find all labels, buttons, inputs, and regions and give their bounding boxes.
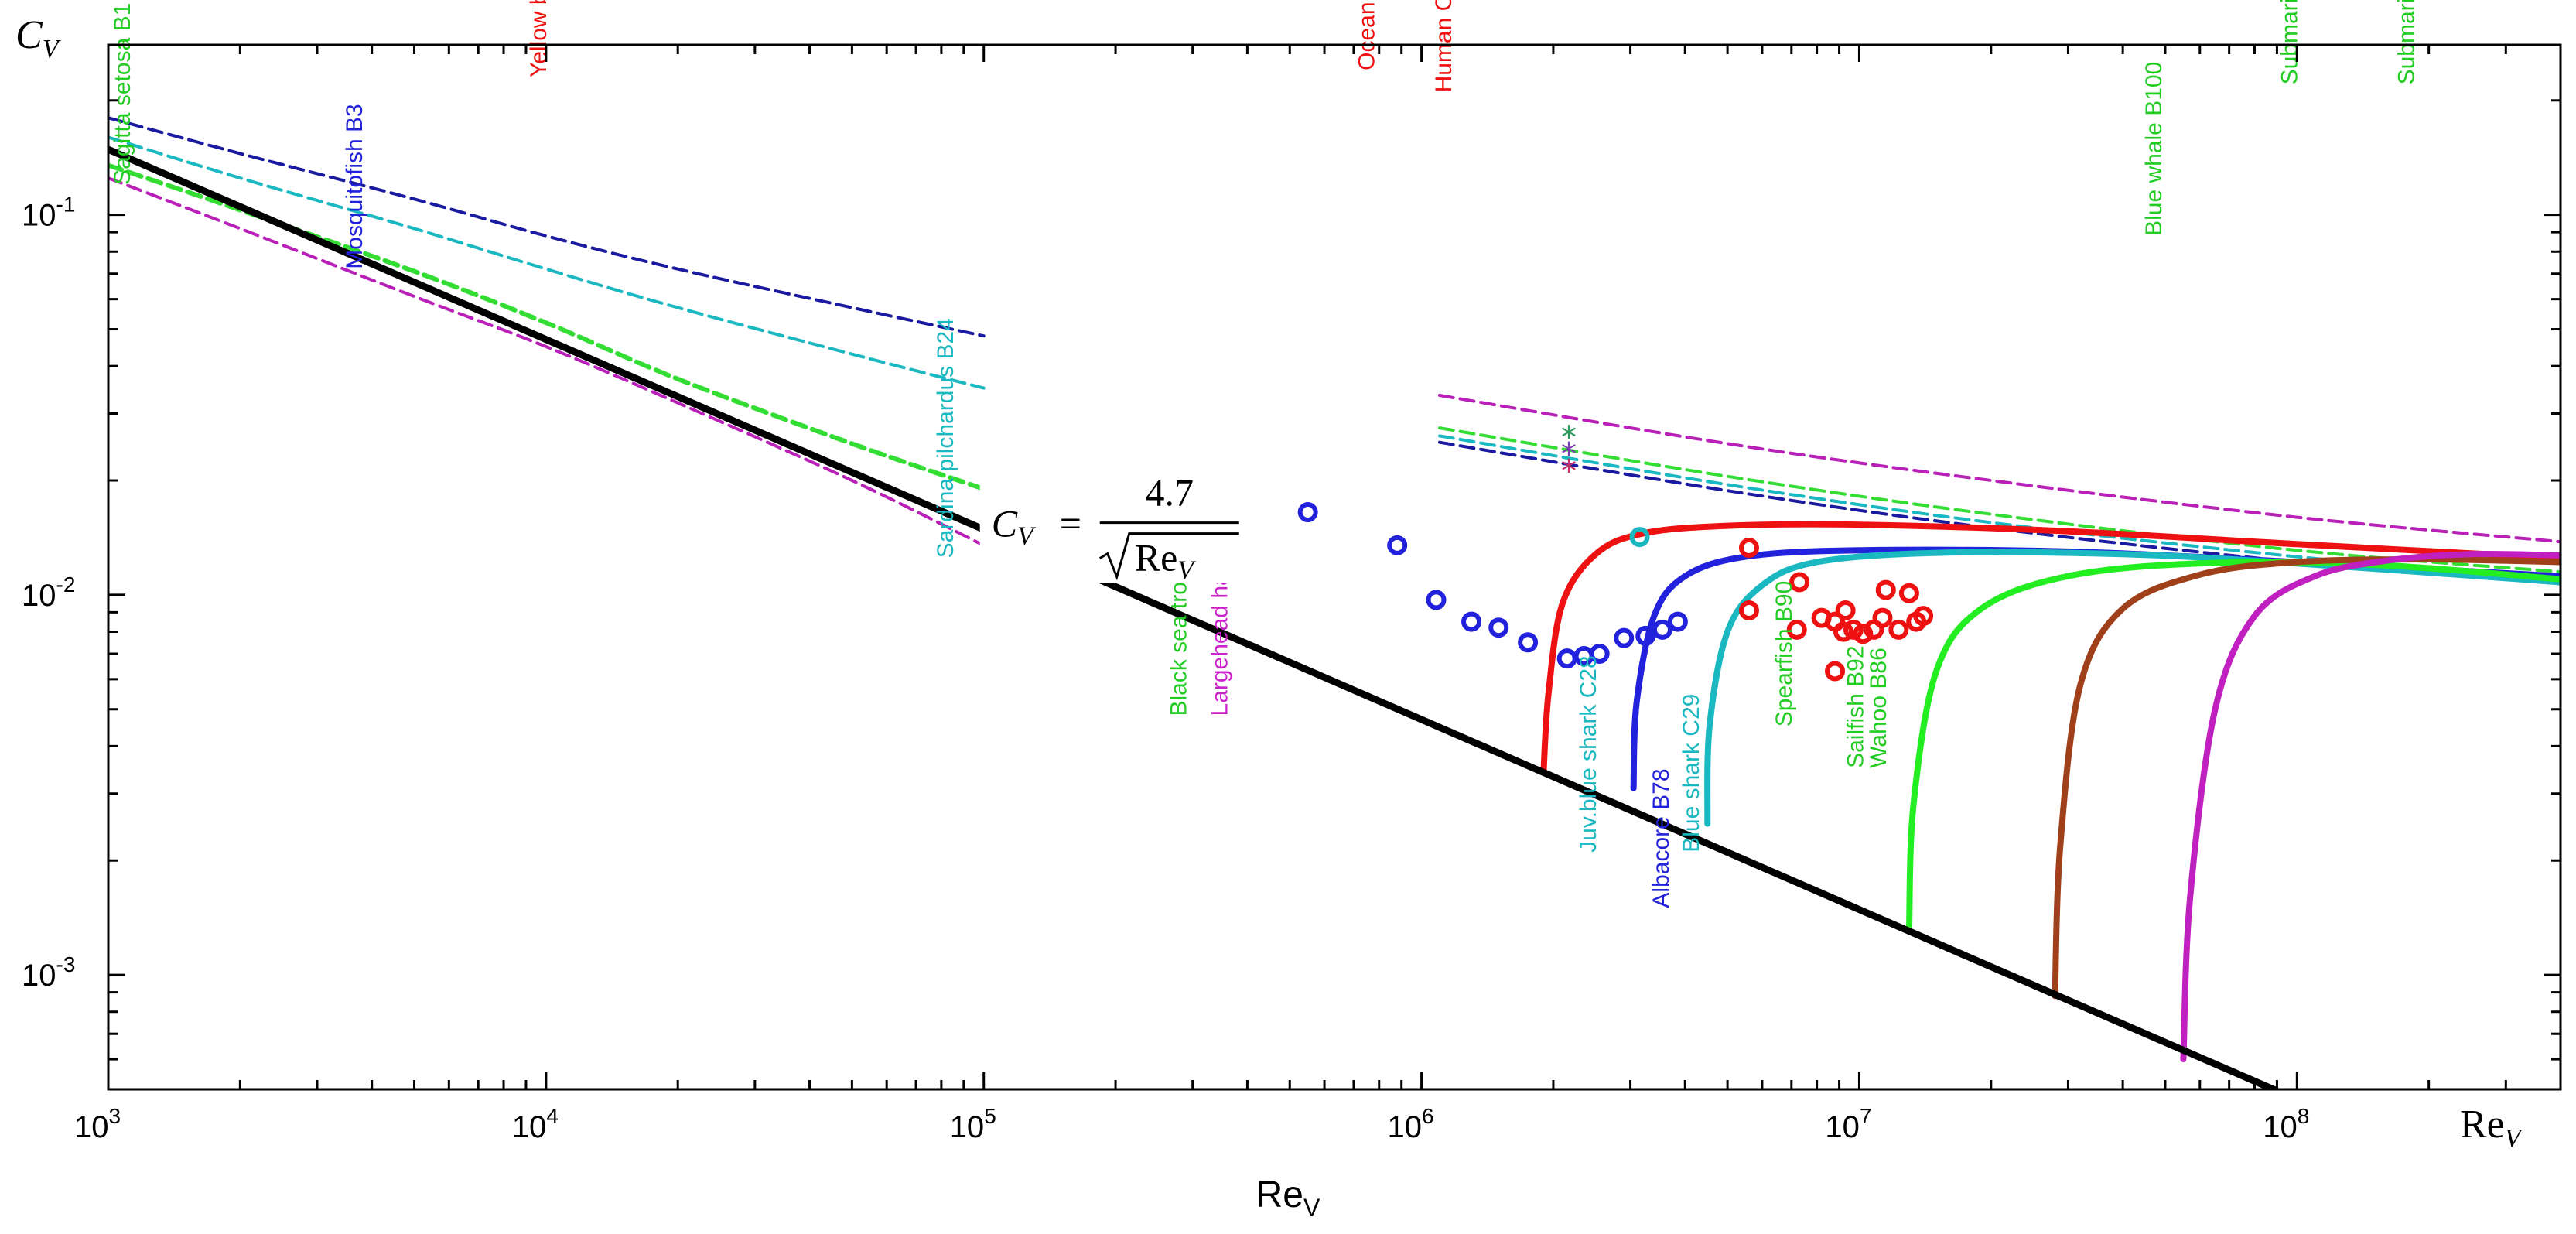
data-point — [1913, 606, 1934, 627]
data-point — [1853, 624, 1874, 644]
laminar-line — [108, 145, 2279, 1089]
data-point — [1843, 619, 1864, 640]
y-tick-label: 10-3 — [22, 952, 75, 993]
species-label: Yellow boxfish B5 — [526, 0, 552, 77]
data-point — [1833, 621, 1853, 642]
series-line-9 — [1540, 521, 2561, 776]
data-point — [1786, 619, 1807, 640]
species-label: Sardina pilchardus B24 — [933, 318, 958, 558]
data-point — [1652, 619, 1672, 640]
data-point — [1461, 611, 1482, 632]
data-point — [1888, 619, 1909, 640]
data-point — [1629, 527, 1650, 548]
series-line-5 — [1438, 394, 2561, 544]
x-axis-title: ReV — [1256, 1174, 1320, 1222]
sqrt-sign — [1098, 532, 1239, 581]
species-label: Wahoo B86 — [1866, 648, 1891, 768]
data-point — [1614, 627, 1635, 648]
x-tick-label: 104 — [512, 1104, 559, 1144]
series-line-4 — [108, 176, 986, 547]
x-tick-label: 103 — [74, 1104, 121, 1144]
data-point — [1667, 611, 1688, 632]
species-label: Submarine Virginia class C3 — [2394, 0, 2420, 84]
species-label: Mosquitofish B3 — [342, 104, 367, 268]
species-label: Sagitta setosa B1 — [110, 3, 135, 185]
species-label: Human C1 — [1431, 0, 1457, 92]
data-point — [1825, 661, 1846, 682]
series-line-1 — [108, 116, 986, 338]
data-point — [1875, 579, 1896, 600]
data-point — [1738, 538, 1759, 559]
plot-frame — [107, 43, 2562, 1091]
data-point — [1387, 535, 1408, 555]
data-point — [1589, 643, 1610, 664]
series-line-14 — [2180, 550, 2561, 1063]
data-point — [1518, 632, 1539, 653]
data-point — [1488, 617, 1509, 638]
formula-equals: = — [1060, 502, 1081, 545]
x-tick-label: 105 — [950, 1104, 996, 1144]
data-point — [1872, 607, 1893, 628]
species-label: Sailfish B92 — [1843, 645, 1868, 767]
data-point — [1738, 600, 1759, 621]
data-point — [1426, 590, 1447, 610]
species-label: Juv.blue shark C28 — [1576, 655, 1601, 853]
data-point — [1297, 502, 1318, 523]
x-tick-label: 108 — [2263, 1104, 2309, 1144]
data-point — [1898, 583, 1919, 603]
formula-numerator: 4.7 — [1145, 471, 1194, 514]
species-label: Spearfish B90 — [1771, 581, 1797, 726]
star-marker: * — [1561, 454, 1577, 490]
x-tick-label: 106 — [1388, 1104, 1434, 1144]
data-point — [1635, 625, 1656, 646]
star-marker: * — [1561, 420, 1577, 456]
y-tick-label: 10-1 — [22, 193, 75, 233]
data-point — [1835, 600, 1856, 621]
series-line-7 — [1438, 434, 2561, 581]
series-line-2 — [108, 135, 986, 390]
y-tick-label: 10-2 — [22, 573, 75, 613]
series-line-6 — [1438, 426, 2561, 574]
star-marker: * — [1561, 437, 1577, 473]
species-label: Blue whale B100 — [2141, 62, 2167, 236]
species-label: Blue shark C29 — [1679, 694, 1704, 853]
species-label: Submarine Collins class C2 — [2277, 0, 2302, 84]
species-label: Ocean sunfish B44 — [1354, 0, 1379, 70]
x-tick-label: 107 — [1825, 1104, 1871, 1144]
species-label: Albacore B78 — [1648, 768, 1674, 908]
data-point — [1789, 572, 1810, 593]
